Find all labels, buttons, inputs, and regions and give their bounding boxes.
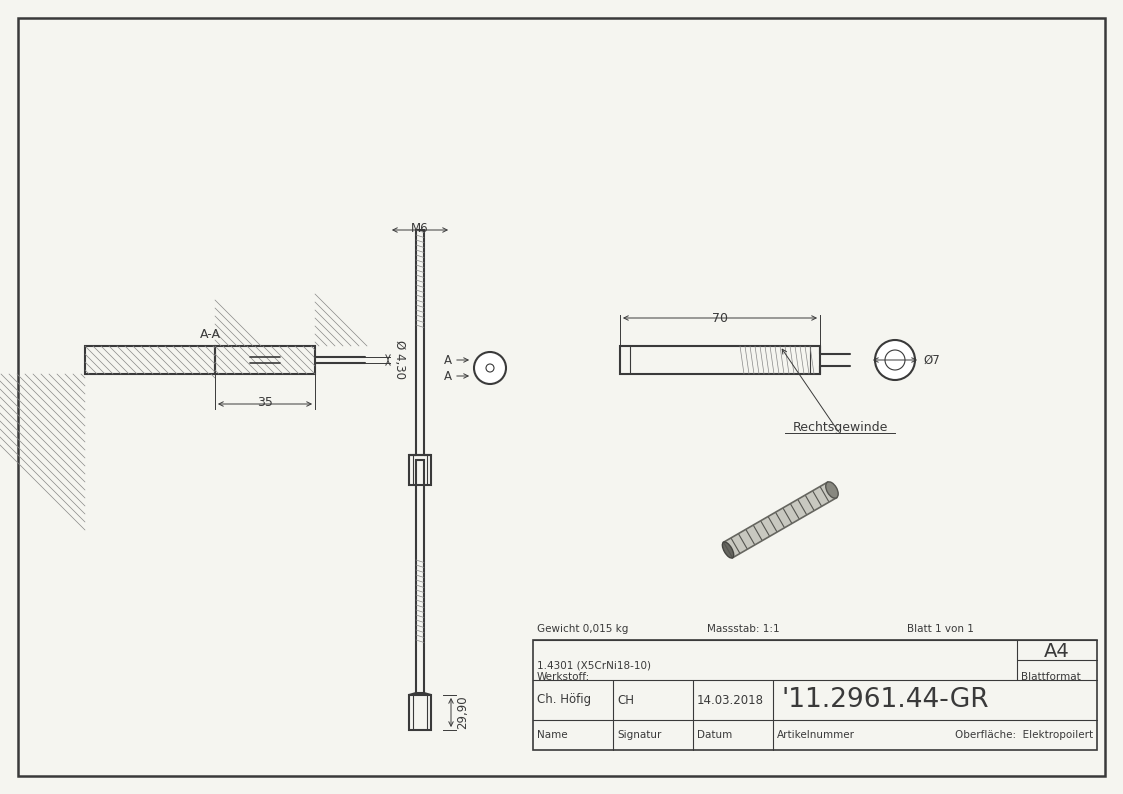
Text: 1.4301 (X5CrNi18-10): 1.4301 (X5CrNi18-10) — [537, 660, 651, 670]
Text: Name: Name — [537, 730, 567, 740]
Bar — [409, 695, 431, 730]
Text: A: A — [444, 369, 451, 383]
Text: 14.03.2018: 14.03.2018 — [697, 693, 764, 707]
Text: Ø7: Ø7 — [923, 354, 940, 367]
Text: '11.2961.44-GR: '11.2961.44-GR — [780, 687, 988, 713]
Text: Gewicht 0,015 kg: Gewicht 0,015 kg — [537, 624, 629, 634]
Text: Blattformat: Blattformat — [1021, 672, 1080, 682]
Text: Datum: Datum — [697, 730, 732, 740]
Text: Oberfläche:  Elektropoilert: Oberfläche: Elektropoilert — [955, 730, 1093, 740]
Bar — [214, 346, 314, 374]
Text: Signatur: Signatur — [617, 730, 661, 740]
Ellipse shape — [722, 542, 733, 558]
Text: Artikelnummer: Artikelnummer — [777, 730, 855, 740]
Bar — [85, 346, 214, 374]
Bar — [416, 230, 424, 455]
Text: A4: A4 — [1044, 642, 1070, 661]
Polygon shape — [723, 482, 837, 558]
Ellipse shape — [825, 482, 838, 498]
Bar — [416, 460, 424, 693]
Text: 70: 70 — [712, 312, 728, 325]
Circle shape — [875, 340, 915, 380]
Circle shape — [486, 364, 494, 372]
Text: Werkstoff:: Werkstoff: — [537, 672, 591, 682]
Bar — [409, 455, 431, 485]
Text: CH: CH — [617, 693, 634, 707]
Bar — [533, 640, 1097, 750]
Circle shape — [474, 352, 506, 384]
Text: 35: 35 — [257, 396, 273, 409]
Text: Massstab: 1:1: Massstab: 1:1 — [707, 624, 779, 634]
Text: Ch. Höfig: Ch. Höfig — [537, 693, 591, 707]
Text: A: A — [444, 353, 451, 367]
Bar — [620, 346, 820, 374]
Text: Rechtsgewinde: Rechtsgewinde — [793, 421, 887, 434]
Text: Ø 4,30: Ø 4,30 — [393, 341, 407, 380]
Circle shape — [885, 350, 905, 370]
Text: 29,90: 29,90 — [456, 696, 469, 730]
Text: A-A: A-A — [200, 328, 220, 341]
Text: Blatt 1 von 1: Blatt 1 von 1 — [907, 624, 974, 634]
Text: M6: M6 — [411, 222, 429, 235]
